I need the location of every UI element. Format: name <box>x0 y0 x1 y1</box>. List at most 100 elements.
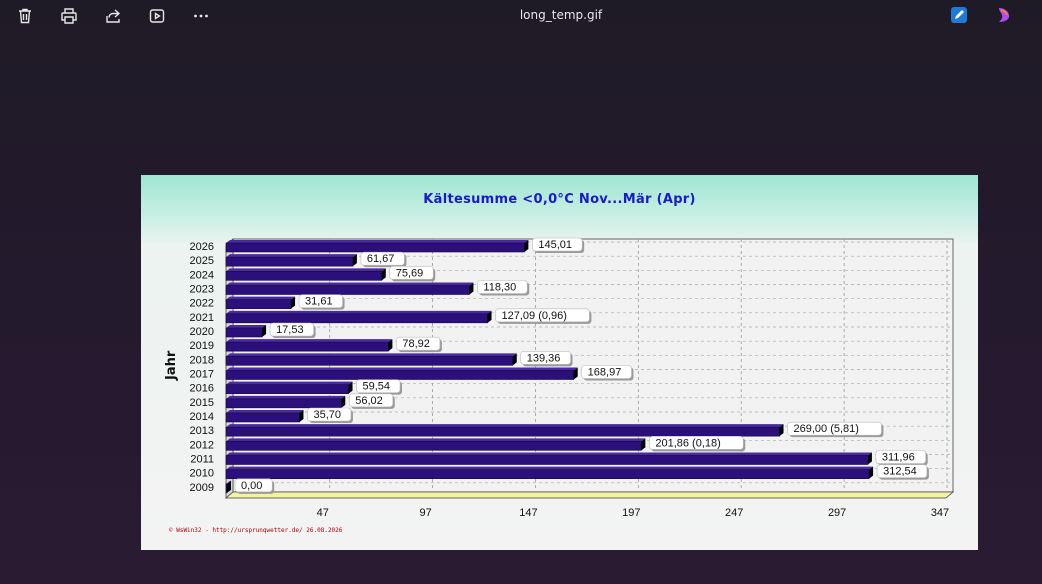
data-label-box <box>787 421 882 436</box>
y-tick-label: 2012 <box>190 439 214 451</box>
data-label: 201,86 (0,18) <box>655 437 720 449</box>
data-label: 75,69 <box>396 267 424 279</box>
bar-chart: 47 97 147 197 247 297 347 2026 145,01 2025 61,67 20… <box>190 237 955 519</box>
bar-top <box>226 240 529 243</box>
y-tick-label: 2011 <box>190 454 214 466</box>
data-label: 145,01 <box>538 239 572 251</box>
data-label-box <box>581 365 632 379</box>
bar-side <box>512 353 517 366</box>
bar-top <box>226 395 346 399</box>
copilot-icon[interactable] <box>995 6 1013 24</box>
bar-top <box>226 339 393 343</box>
bar-top <box>226 438 646 442</box>
bar <box>225 384 349 394</box>
bar <box>225 271 383 281</box>
plot-floor <box>224 491 955 499</box>
data-label-box <box>649 436 744 450</box>
data-label-box <box>269 322 314 337</box>
data-label: 35,70 <box>313 409 341 421</box>
bar-top <box>226 282 474 286</box>
bar-top <box>226 424 784 428</box>
bar <box>225 299 292 309</box>
bar-side <box>869 466 874 479</box>
y-tick-label: 2015 <box>190 397 214 409</box>
y-tick-label: 2013 <box>190 425 214 437</box>
data-label-box <box>307 407 352 422</box>
edit-app-icon[interactable] <box>950 6 968 24</box>
y-tick-label: 2017 <box>190 369 214 381</box>
x-tick-label: 297 <box>828 507 846 519</box>
data-label: 59,54 <box>363 381 391 393</box>
delete-button[interactable] <box>13 4 37 28</box>
data-label-box <box>389 266 434 280</box>
bar-top <box>226 410 304 413</box>
data-label: 118,30 <box>483 282 516 294</box>
x-tick-label: 47 <box>317 507 329 519</box>
data-label-box <box>532 237 583 252</box>
share-button[interactable] <box>101 4 125 28</box>
slideshow-button[interactable] <box>145 4 169 28</box>
bar <box>225 256 354 267</box>
data-label: 56,02 <box>355 395 383 407</box>
data-label-box <box>298 294 343 308</box>
bar <box>225 412 300 423</box>
bar-top <box>226 268 386 272</box>
bar-side <box>388 339 393 352</box>
bar <box>225 341 389 352</box>
x-tick-label: 347 <box>931 507 949 519</box>
x-tick-label: 197 <box>622 507 640 519</box>
bar-top <box>226 353 517 357</box>
y-tick-label: 2023 <box>190 284 214 296</box>
data-label-box <box>356 379 401 393</box>
bar-top <box>226 466 874 470</box>
data-label: 269,00 (5,81) <box>794 423 859 435</box>
bar <box>225 469 870 479</box>
data-label: 168,97 <box>588 367 622 379</box>
bar-top <box>226 310 492 314</box>
bar-top <box>226 452 872 456</box>
bar <box>225 398 342 409</box>
data-label-box <box>396 336 441 351</box>
data-label: 31,61 <box>305 296 333 308</box>
y-tick-label: 2025 <box>190 255 214 267</box>
data-label-box <box>234 478 273 493</box>
y-tick-label: 2010 <box>190 468 214 480</box>
data-label-box <box>495 308 590 323</box>
print-button[interactable] <box>57 4 81 28</box>
more-button[interactable] <box>189 4 213 28</box>
data-label-box <box>348 393 394 408</box>
more-icon <box>194 14 208 18</box>
bar-side <box>779 424 784 437</box>
bar <box>225 327 263 338</box>
share-icon <box>106 9 121 23</box>
data-label: 312,54 <box>883 466 917 478</box>
bar-top <box>226 296 296 300</box>
bar-side <box>227 480 231 493</box>
bar <box>225 370 574 380</box>
bar <box>225 313 488 324</box>
play-icon <box>149 9 165 23</box>
data-label-box <box>520 351 571 365</box>
data-label: 0,00 <box>241 480 262 492</box>
bar-side <box>573 367 578 380</box>
footer-note: © WsWin32 - http://ursprunqwetter.de/ 26… <box>169 527 343 534</box>
data-label: 139,36 <box>527 352 561 364</box>
y-tick-label: 2009 <box>190 482 214 494</box>
bar <box>225 483 228 494</box>
bar-top <box>226 254 357 258</box>
viewer-toolbar: long_temp.gif <box>0 0 1042 32</box>
bar-side <box>867 452 872 465</box>
image-canvas: 47 97 147 197 247 297 347 2026 145,01 2025 61,67 20… <box>141 175 978 550</box>
bar-side <box>352 254 357 267</box>
y-tick-label: 2018 <box>190 354 214 366</box>
bar <box>225 285 470 295</box>
bar <box>225 242 525 253</box>
y-tick-label: 2020 <box>190 326 214 338</box>
bar-side <box>524 240 529 252</box>
data-label: 61,67 <box>367 253 395 265</box>
y-axis-label: Jahr <box>164 350 179 380</box>
y-tick-label: 2022 <box>190 298 214 310</box>
bar-side <box>291 296 296 309</box>
bar <box>225 455 869 465</box>
printer-icon <box>61 8 77 24</box>
